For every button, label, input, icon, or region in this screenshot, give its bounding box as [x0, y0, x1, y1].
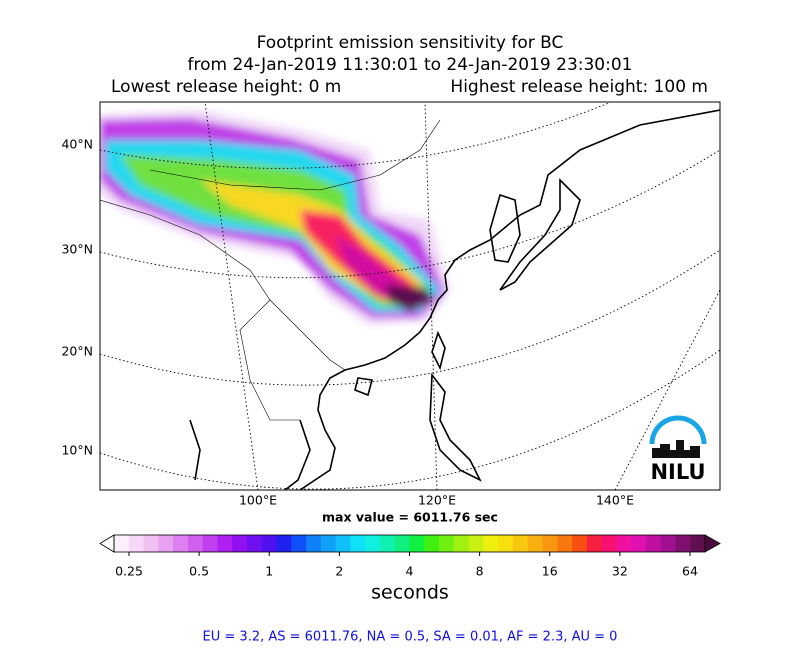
lat-label: 20°N [61, 344, 93, 359]
colorbar-tick-label: 1 [265, 564, 273, 579]
colorbar-bin [483, 535, 499, 552]
graticule [100, 102, 720, 490]
colorbar-bin [616, 535, 632, 552]
colorbar-bin [631, 535, 647, 552]
colorbar-bin [365, 535, 381, 552]
colorbar-bin [246, 535, 263, 552]
colorbar-extend-low [99, 534, 115, 553]
lowest-height: Lowest release height: 0 m [111, 77, 341, 97]
lat-label: 40°N [61, 137, 93, 152]
plume [100, 110, 450, 325]
map: NILU [100, 102, 720, 490]
colorbar-bin [291, 535, 307, 552]
title: Footprint emission sensitivity for BC [257, 33, 564, 53]
colorbar-bin [173, 535, 189, 552]
colorbar-bin [276, 535, 292, 552]
colorbar-tick-label: 0.25 [115, 564, 143, 579]
map-frame [99, 101, 721, 491]
colorbar-bin [601, 535, 617, 552]
colorbar-bin [350, 535, 366, 552]
logo-text: NILU [650, 460, 705, 484]
colorbar-tick-label: 4 [406, 564, 414, 579]
borders [100, 119, 441, 421]
colorbar-bin [675, 535, 691, 552]
colorbar-bin [542, 535, 558, 552]
colorbar-bin [453, 535, 470, 552]
colorbar-bin [232, 535, 248, 552]
colorbar-bin [306, 535, 322, 552]
max-value: max value = 6011.76 sec [322, 510, 498, 525]
lon-label: 100°E [239, 493, 277, 508]
colorbar-bin [572, 535, 588, 552]
colorbar-bin [512, 535, 529, 552]
colorbar-bin [379, 535, 396, 552]
colorbar-bin [261, 535, 278, 552]
colorbar-bin [143, 535, 159, 552]
colorbar-tick-label: 8 [476, 564, 484, 579]
lon-labels: 100°E 120°E 140°E [239, 493, 634, 508]
colorbar-bin [498, 535, 514, 552]
colorbar-bin [439, 535, 455, 552]
period: from 24-Jan-2019 11:30:01 to 24-Jan-2019… [188, 55, 633, 75]
colorbar-bin [660, 535, 676, 552]
colorbar-bin [527, 535, 543, 552]
colorbar-bin [409, 535, 425, 552]
colorbar-tick-label: 16 [542, 564, 558, 579]
colorbar-bin [320, 535, 337, 552]
colorbar-bin [187, 535, 204, 552]
colorbar-tick-label: 2 [335, 564, 343, 579]
lon-label: 140°E [596, 493, 634, 508]
colorbar-bin [468, 535, 484, 552]
colorbar-tick-label: 0.5 [189, 564, 209, 579]
colorbar-extend-high [704, 534, 721, 553]
colorbar-tick-label: 64 [682, 564, 698, 579]
colorbar-bin [645, 535, 662, 552]
colorbar-bin [202, 535, 218, 552]
highest-height: Highest release height: 100 m [450, 77, 708, 97]
lon-label: 120°E [418, 493, 456, 508]
colorbar-bin [424, 535, 440, 552]
colorbar-bin [335, 535, 351, 552]
lat-label: 30°N [61, 242, 93, 257]
colorbar-bin [217, 535, 233, 552]
colorbar-tick-label: 32 [612, 564, 628, 579]
colorbar-bin [557, 535, 573, 552]
lat-labels: 40°N 30°N 20°N 10°N [61, 137, 93, 458]
colorbar: 0.25 0.5 1 2 4 8 16 32 64 [99, 534, 721, 579]
colorbar-bin [128, 535, 145, 552]
colorbar-label: seconds [371, 582, 449, 604]
colorbar-bin [690, 535, 706, 552]
colorbar-bin [158, 535, 174, 552]
colorbar-bin [586, 535, 603, 552]
colorbar-bin [394, 535, 410, 552]
colorbar-bin [114, 535, 130, 552]
footer: EU = 3.2, AS = 6011.76, NA = 0.5, SA = 0… [203, 630, 618, 645]
lat-label: 10°N [61, 443, 93, 458]
nilu-logo [649, 415, 707, 458]
coastlines [189, 109, 720, 490]
